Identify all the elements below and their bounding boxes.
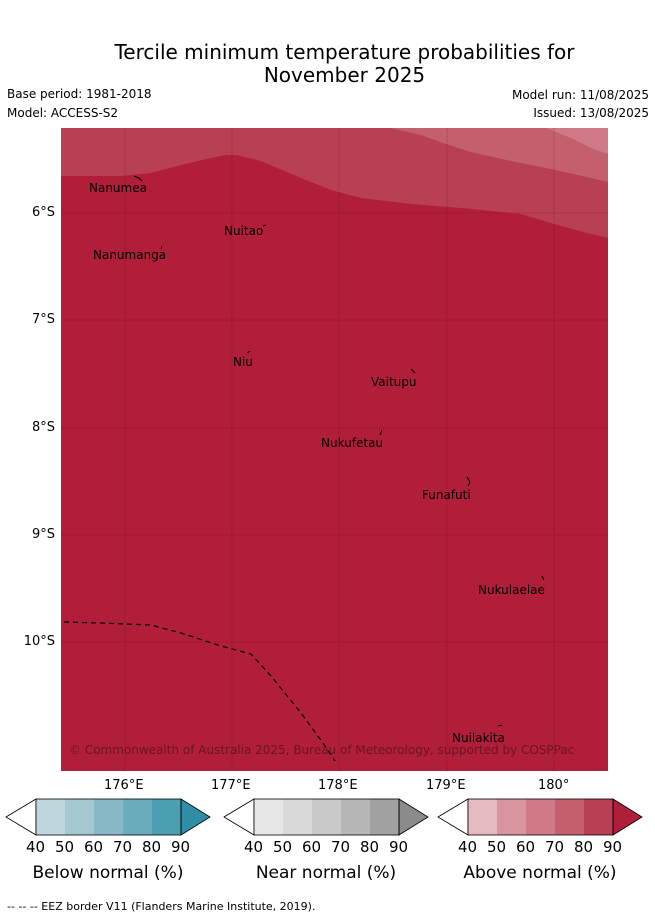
model-name: Model: ACCESS-S2 (7, 106, 119, 120)
near-normal-high-extend (398, 798, 429, 836)
nanumea-island (133, 175, 143, 182)
below-tick-60: 60 (84, 838, 104, 856)
map-title: Tercile minimum temperature probabilitie… (0, 41, 655, 87)
above-tick-80: 80 (574, 838, 594, 856)
place-label-nuilakita: Nuilakita (452, 731, 505, 745)
lat-label-6s: 6°S (31, 205, 55, 220)
colorbar-near-normal (223, 798, 429, 836)
near-tick-40: 40 (244, 838, 264, 856)
lon-label-178e: 178°E (318, 778, 358, 793)
above-normal-swatch-1 (468, 799, 497, 835)
islands (133, 175, 545, 727)
nuitao-island (262, 224, 267, 227)
colorbar-above-normal (437, 798, 643, 836)
above-tick-90: 90 (603, 838, 623, 856)
below-normal-swatch-2 (65, 799, 94, 835)
lon-label-180: 180° (538, 778, 570, 793)
near-normal-swatch-4 (341, 799, 370, 835)
funafuti-island (466, 476, 471, 487)
lon-label-179e: 179°E (426, 778, 466, 793)
model-run: Model run: 11/08/2025 (511, 88, 649, 102)
title-line-2: November 2025 (263, 63, 426, 87)
below-normal-swatch-3 (94, 799, 123, 835)
below-tick-40: 40 (26, 838, 46, 856)
above-tick-60: 60 (516, 838, 536, 856)
colorbar-below-normal (5, 798, 211, 836)
below-tick-50: 50 (55, 838, 75, 856)
lat-label-7s: 7°S (31, 312, 55, 327)
below-normal-high-extend (180, 798, 211, 836)
lon-label-176e: 176°E (104, 778, 144, 793)
near-normal-label: Near normal (%) (255, 863, 397, 883)
place-label-nukufetau: Nukufetau (321, 436, 383, 450)
below-normal-swatch-1 (36, 799, 65, 835)
near-normal-swatch-5 (370, 799, 399, 835)
above-tick-70: 70 (545, 838, 565, 856)
vaitupu-island (410, 368, 416, 374)
near-tick-70: 70 (331, 838, 351, 856)
nukulaelae-island (541, 575, 545, 581)
nukufetau-island (379, 429, 383, 436)
near-tick-50: 50 (273, 838, 293, 856)
above-tick-40: 40 (458, 838, 478, 856)
eez-border (63, 621, 336, 762)
lat-label-9s: 9°S (31, 527, 55, 542)
above-normal-low-extend (437, 798, 469, 836)
eez-footnote: -- -- -- EEZ border V11 (Flanders Marine… (7, 900, 316, 913)
place-label-nanumea: Nanumea (89, 181, 147, 195)
near-normal-swatch-1 (254, 799, 283, 835)
above-normal-swatch-3 (526, 799, 555, 835)
place-label-nanumanga: Nanumanga (93, 248, 166, 262)
lon-label-177e: 177°E (211, 778, 251, 793)
above-normal-80-band (61, 128, 608, 238)
probability-map: Nanumea Nuitao Nanumanga Niu Vaitupu Nuk… (61, 128, 608, 771)
near-tick-90: 90 (389, 838, 409, 856)
lat-label-8s: 8°S (31, 420, 55, 435)
above-normal-swatch-2 (497, 799, 526, 835)
above-normal-label: Above normal (%) (463, 863, 617, 883)
place-label-funafuti: Funafuti (422, 488, 471, 502)
place-label-niu: Niu (233, 355, 253, 369)
below-tick-80: 80 (142, 838, 162, 856)
issued-date: Issued: 13/08/2025 (533, 106, 649, 120)
near-tick-60: 60 (302, 838, 322, 856)
colorbars (5, 798, 643, 836)
title-line-1: Tercile minimum temperature probabilitie… (114, 40, 575, 64)
copyright-text: © Commonwealth of Australia 2025, Bureau… (69, 743, 574, 757)
niu-island (246, 350, 251, 354)
above-normal-swatch-4 (555, 799, 584, 835)
place-label-vaitupu: Vaitupu (371, 375, 417, 389)
above-normal-high-extend (612, 798, 643, 836)
below-normal-swatch-5 (152, 799, 181, 835)
near-tick-80: 80 (360, 838, 380, 856)
above-normal-swatch-5 (584, 799, 613, 835)
near-normal-swatch-2 (283, 799, 312, 835)
above-normal-region (61, 128, 608, 771)
below-tick-70: 70 (113, 838, 133, 856)
above-tick-50: 50 (487, 838, 507, 856)
nanumanga-island (160, 245, 163, 250)
place-label-nukulaelae: Nukulaelae (478, 583, 545, 597)
lat-label-10s: 10°S (23, 634, 55, 649)
above-normal-60-band (546, 128, 608, 154)
below-tick-90: 90 (171, 838, 191, 856)
near-normal-low-extend (223, 798, 255, 836)
place-label-nuitao: Nuitao (224, 224, 263, 238)
nuilakita-island (497, 724, 503, 727)
below-normal-label: Below normal (%) (32, 863, 184, 883)
below-normal-low-extend (5, 798, 37, 836)
below-normal-swatch-4 (123, 799, 152, 835)
base-period: Base period: 1981-2018 (7, 87, 152, 101)
near-normal-swatch-3 (312, 799, 341, 835)
